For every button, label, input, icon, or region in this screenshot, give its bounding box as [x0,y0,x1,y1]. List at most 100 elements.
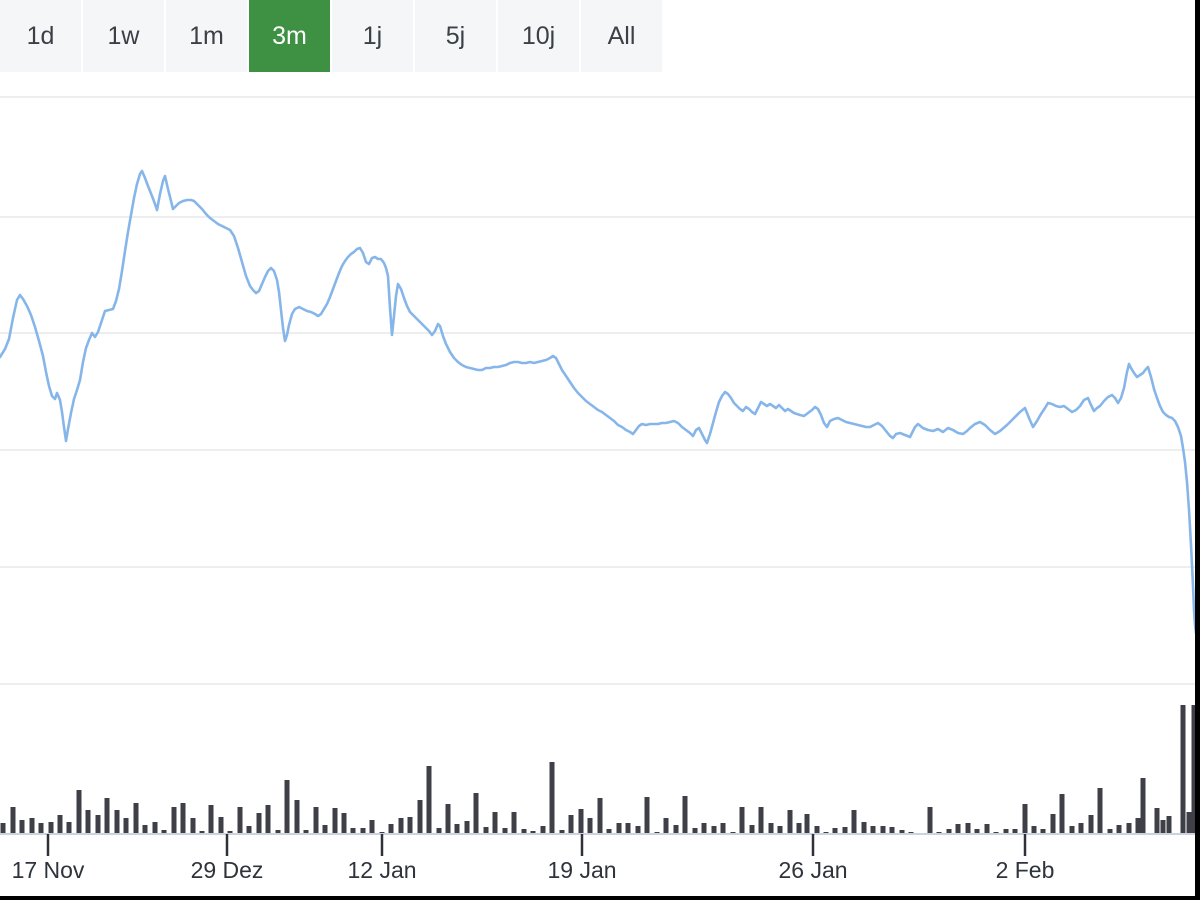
volume-bar [256,813,262,834]
volume-bar [426,766,432,834]
volume-bar [635,826,641,834]
volume-bar [114,810,120,834]
volume-bar [492,812,498,834]
volume-bar [1135,818,1141,834]
volume-bar [1050,814,1056,834]
x-axis-label: 29 Dez [191,857,264,883]
volume-bar [749,825,755,834]
volume-bar [1012,829,1018,834]
volume-bar [758,807,764,834]
window-bottom-border [0,896,1200,900]
volume-bar [644,797,650,834]
volume-bar [227,831,233,834]
volume-bar [1180,705,1186,834]
volume-bar [1166,816,1172,834]
volume-bar [889,827,895,834]
volume-bar [842,827,848,834]
volume-bar [1031,826,1037,834]
volume-bar [133,803,139,834]
volume-bar [322,825,328,834]
volume-bar [19,820,25,834]
volume-bar [275,830,281,834]
volume-bar [606,829,612,834]
volume-bar [1078,823,1084,834]
volume-bar [76,790,82,834]
range-button-1j[interactable]: 1j [332,0,413,72]
volume-bar [739,807,745,834]
volume-bar [1160,820,1166,834]
volume-bar [625,823,631,834]
range-button-1w[interactable]: 1w [83,0,164,72]
volume-bar [1140,778,1146,834]
volume-bar [350,828,356,834]
volume-bar [768,823,774,834]
volume-bar [341,813,347,834]
volume-bar [436,828,442,834]
volume-bar [711,826,717,834]
volume-bar [511,812,517,834]
volume-bar [540,826,546,834]
volume-bar [284,780,290,834]
volume-bar [1069,826,1075,834]
volume-bar [66,822,72,834]
volume-bar [1040,829,1046,834]
volume-bar [208,805,214,834]
range-button-10j[interactable]: 10j [498,0,579,72]
volume-bar [777,826,783,834]
volume-bar [0,823,6,834]
range-button-all[interactable]: All [581,0,662,72]
range-button-1m[interactable]: 1m [166,0,247,72]
range-button-3m[interactable]: 3m [249,0,330,72]
x-axis-label: 19 Jan [547,857,616,883]
volume-bar [1191,705,1195,834]
volume-bar [880,826,886,834]
x-axis-label: 26 Jan [778,857,847,883]
volume-bar [502,828,508,834]
volume-bar [804,814,810,834]
volume-bar [597,798,603,834]
volume-bar [1126,823,1132,834]
volume-bar [369,820,375,834]
volume-bar [1022,804,1028,834]
volume-bar [530,831,536,834]
volume-bar [313,807,319,834]
volume-bar [48,822,54,834]
volume-bar [974,829,980,834]
volume-bar [1154,808,1160,834]
range-button-1d[interactable]: 1d [0,0,81,72]
volume-bar [407,817,413,834]
volume-bar [616,823,622,834]
volume-bar [85,810,91,834]
volume-bar [1088,815,1094,834]
volume-bar [246,826,252,834]
volume-bar [955,824,961,834]
time-range-toolbar: 1d 1w 1m 3m 1j 5j 10j All [0,0,662,72]
volume-bar [57,815,63,834]
volume-bar [473,793,479,834]
volume-bar [38,823,44,834]
volume-bar [180,803,186,834]
volume-bar [946,829,952,834]
volume-bar [142,825,148,834]
volume-bar [965,823,971,834]
volume-bar [398,818,404,834]
volume-bar [568,815,574,834]
volume-bar [692,828,698,834]
volume-bar [1116,825,1122,834]
volume-bar [95,815,101,834]
volume-bar [218,817,224,834]
volume-bar [171,807,177,834]
volume-bar [720,823,726,834]
volume-bar [104,798,110,834]
volume-bar [861,822,867,834]
volume-bar [549,762,555,834]
volume-bar [682,796,688,834]
volume-bar [927,807,933,834]
volume-bar [851,810,857,834]
volume-bar [190,818,196,834]
volume-bar [1003,829,1009,834]
volume-bar [587,818,593,834]
range-button-5j[interactable]: 5j [415,0,496,72]
